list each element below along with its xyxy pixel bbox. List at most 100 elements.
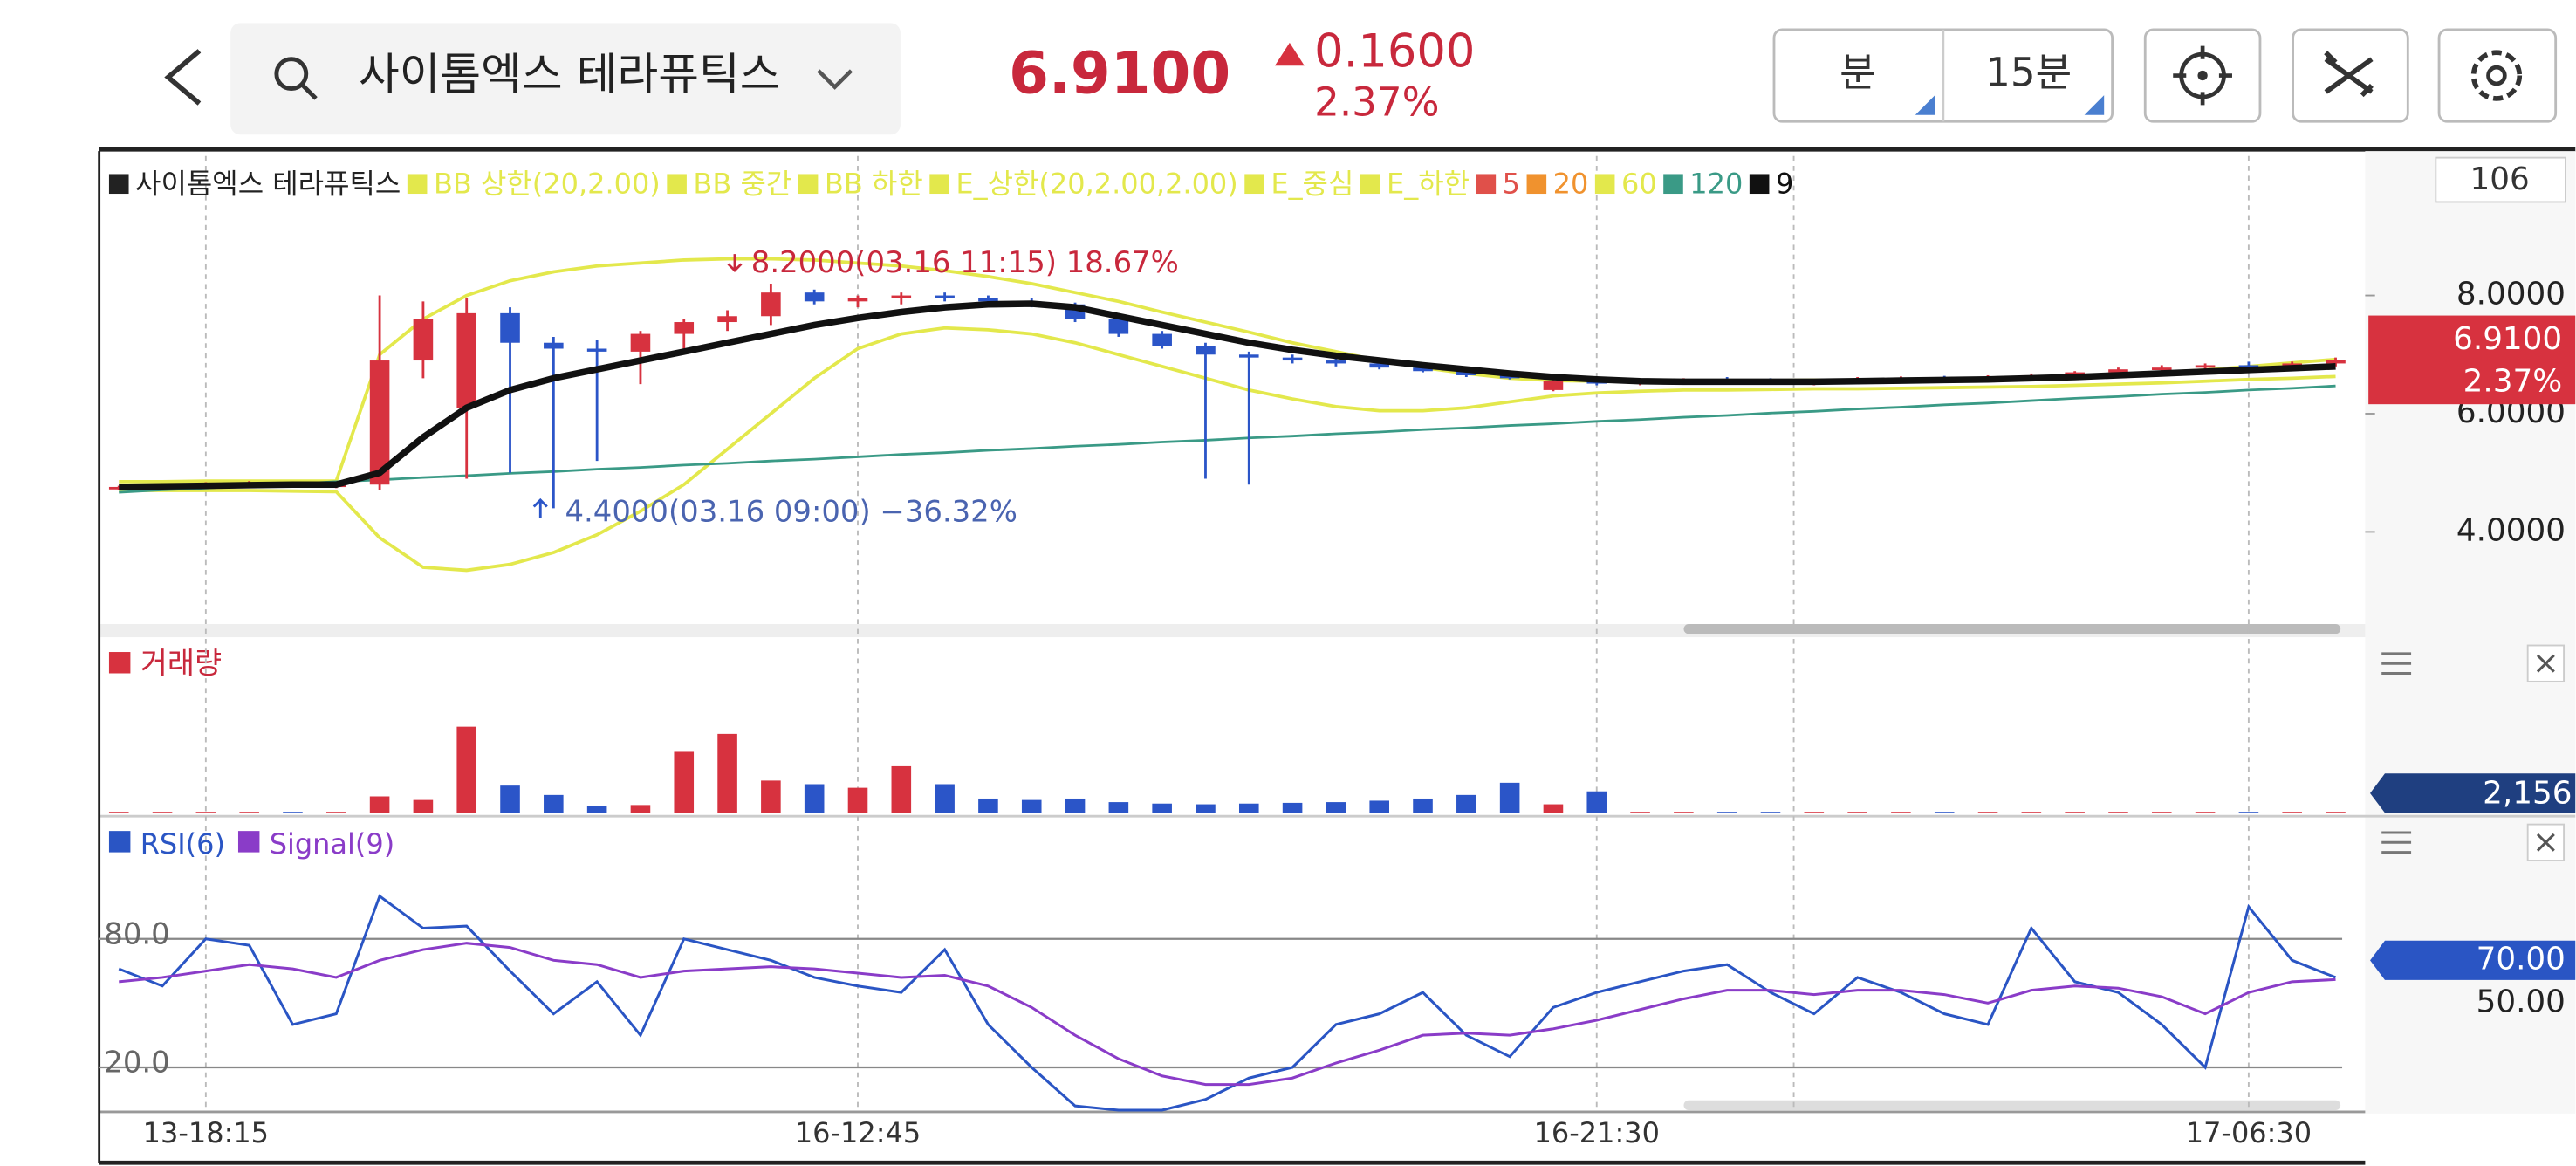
volume-bar bbox=[2195, 812, 2216, 813]
price-change-pct: 2.37% bbox=[1314, 79, 1439, 125]
current-price: 6.9100 bbox=[1009, 40, 1230, 107]
legend-swatch bbox=[929, 174, 949, 195]
corner-mark bbox=[1915, 95, 1935, 115]
candle-body bbox=[1413, 367, 1433, 372]
crosshair-icon bbox=[2197, 70, 2208, 81]
volume-bar bbox=[152, 812, 173, 813]
legend-swatch bbox=[1663, 174, 1683, 195]
panel-close[interactable] bbox=[2526, 644, 2566, 682]
candle-body bbox=[1369, 363, 1390, 368]
volume-bar bbox=[2021, 812, 2042, 813]
legend-label: 60 bbox=[1621, 168, 1657, 201]
volume-bar bbox=[586, 806, 607, 813]
candle-body bbox=[847, 298, 868, 302]
volume-bar bbox=[1196, 804, 1216, 813]
legend-label: BB 하한 bbox=[825, 168, 923, 201]
legend-label: 5 bbox=[1503, 168, 1520, 201]
button-frame bbox=[2437, 28, 2558, 123]
legend-swatch bbox=[407, 174, 428, 195]
legend-label: 120 bbox=[1689, 168, 1743, 201]
volume-bar bbox=[1586, 791, 1607, 813]
settings-button[interactable] bbox=[2437, 28, 2558, 123]
price-tag-value: 6.9100 bbox=[2453, 321, 2562, 357]
gear-icon bbox=[2470, 50, 2523, 101]
scrollbar[interactable] bbox=[1683, 1100, 2341, 1111]
search-icon bbox=[274, 57, 309, 92]
volume-bar bbox=[2238, 812, 2259, 813]
zoom-label: 106 bbox=[2470, 161, 2530, 197]
candle-body bbox=[978, 298, 998, 302]
volume-bar bbox=[804, 784, 825, 813]
volume-bar bbox=[325, 812, 346, 813]
legend-swatch bbox=[1749, 174, 1770, 195]
candle-body bbox=[1326, 360, 1346, 364]
candle-body bbox=[2238, 365, 2259, 368]
indicator-line bbox=[119, 326, 2336, 573]
candle-body bbox=[108, 486, 129, 490]
legend-label: E_상한(20,2.00,2.00) bbox=[956, 168, 1237, 201]
legend-swatch bbox=[1360, 174, 1380, 195]
legend-swatch bbox=[798, 174, 819, 195]
volume-bar bbox=[978, 798, 998, 813]
volume-bar bbox=[2326, 812, 2346, 813]
candle-body bbox=[1282, 357, 1303, 361]
y-tick-label: 80.0 bbox=[104, 917, 169, 951]
volume-bar bbox=[195, 812, 216, 813]
volume-bar bbox=[456, 726, 477, 813]
legend-label: RSI(6) bbox=[140, 827, 225, 861]
candle-body bbox=[1456, 371, 1476, 375]
high-annotation: 8.2000(03.16 11:15) 18.67% bbox=[751, 245, 1179, 279]
volume-bar bbox=[891, 765, 912, 813]
volume-bar bbox=[1326, 802, 1346, 813]
volume-bar bbox=[1716, 812, 1737, 813]
rsi-tag bbox=[2370, 940, 2576, 980]
volume-bar bbox=[2151, 812, 2172, 813]
panel-menu[interactable] bbox=[2381, 652, 2412, 675]
panel-close[interactable] bbox=[2526, 823, 2566, 861]
search-box[interactable] bbox=[230, 23, 901, 135]
volume-bar bbox=[108, 812, 129, 813]
volume-bar bbox=[847, 787, 868, 813]
stock-name: 사이톰엑스 테라퓨틱스 bbox=[359, 48, 780, 99]
volume-bar bbox=[674, 751, 695, 813]
legend-label: BB 중간 bbox=[693, 168, 791, 201]
gear-icon bbox=[2486, 65, 2507, 86]
volume-bar bbox=[1891, 812, 1911, 813]
dropdown-icon bbox=[817, 69, 853, 90]
price-change: 0.1600 bbox=[1314, 25, 1475, 79]
right-label: 50.00 bbox=[2477, 984, 2566, 1019]
volume-bar bbox=[1152, 803, 1172, 813]
volume-bar bbox=[2282, 812, 2302, 813]
volume-bar bbox=[2108, 812, 2128, 813]
volume-bar bbox=[544, 794, 564, 813]
volume-bar bbox=[1934, 812, 1955, 813]
candle-body bbox=[544, 342, 564, 349]
low-marker bbox=[532, 497, 548, 518]
legend-swatch bbox=[237, 831, 260, 853]
panel-menu[interactable] bbox=[2381, 831, 2412, 854]
legend-swatch bbox=[667, 174, 687, 195]
interval-unit-button[interactable]: 분 bbox=[1840, 50, 1935, 115]
candle-body bbox=[1543, 381, 1564, 390]
candle-body bbox=[1108, 319, 1129, 334]
candle-body bbox=[2326, 360, 2346, 364]
volume-bar bbox=[239, 812, 259, 813]
legend-swatch bbox=[1594, 174, 1615, 195]
legend-swatch bbox=[1526, 174, 1547, 195]
volume-bar bbox=[1413, 798, 1433, 813]
y-tick-label: 8.0000 bbox=[2456, 277, 2566, 312]
price-tag-pct: 2.37% bbox=[2463, 364, 2563, 400]
scrollbar[interactable] bbox=[1683, 624, 2341, 634]
candle-body bbox=[935, 295, 955, 298]
volume-bar bbox=[1804, 812, 1825, 813]
candle-body bbox=[413, 319, 434, 361]
crosshair-button[interactable] bbox=[2143, 28, 2262, 123]
candle-body bbox=[674, 322, 695, 334]
volume-bar bbox=[500, 785, 520, 813]
candle-body bbox=[717, 316, 737, 323]
back-button[interactable] bbox=[164, 49, 202, 106]
x-tick-label: 17-06:30 bbox=[2186, 1116, 2312, 1149]
legend-label: E_중심 bbox=[1271, 168, 1353, 201]
drawing-tools-button[interactable] bbox=[2292, 28, 2409, 123]
